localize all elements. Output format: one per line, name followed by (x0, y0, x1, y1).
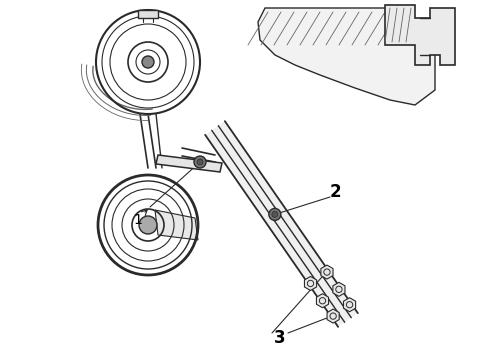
Polygon shape (385, 5, 455, 65)
Text: 2: 2 (329, 183, 341, 201)
Polygon shape (155, 210, 198, 240)
Circle shape (142, 56, 154, 68)
Text: 3: 3 (274, 329, 286, 347)
Polygon shape (321, 265, 333, 279)
Circle shape (197, 159, 203, 165)
Text: 1: 1 (134, 213, 143, 227)
Polygon shape (205, 121, 358, 327)
Polygon shape (304, 276, 317, 291)
Polygon shape (333, 282, 345, 296)
Circle shape (272, 211, 278, 217)
Circle shape (194, 156, 206, 168)
Polygon shape (317, 294, 329, 308)
Polygon shape (156, 155, 222, 172)
Circle shape (269, 208, 281, 220)
Polygon shape (327, 309, 339, 323)
Polygon shape (343, 298, 356, 312)
Polygon shape (138, 10, 158, 18)
Circle shape (139, 216, 157, 234)
Polygon shape (258, 8, 435, 105)
